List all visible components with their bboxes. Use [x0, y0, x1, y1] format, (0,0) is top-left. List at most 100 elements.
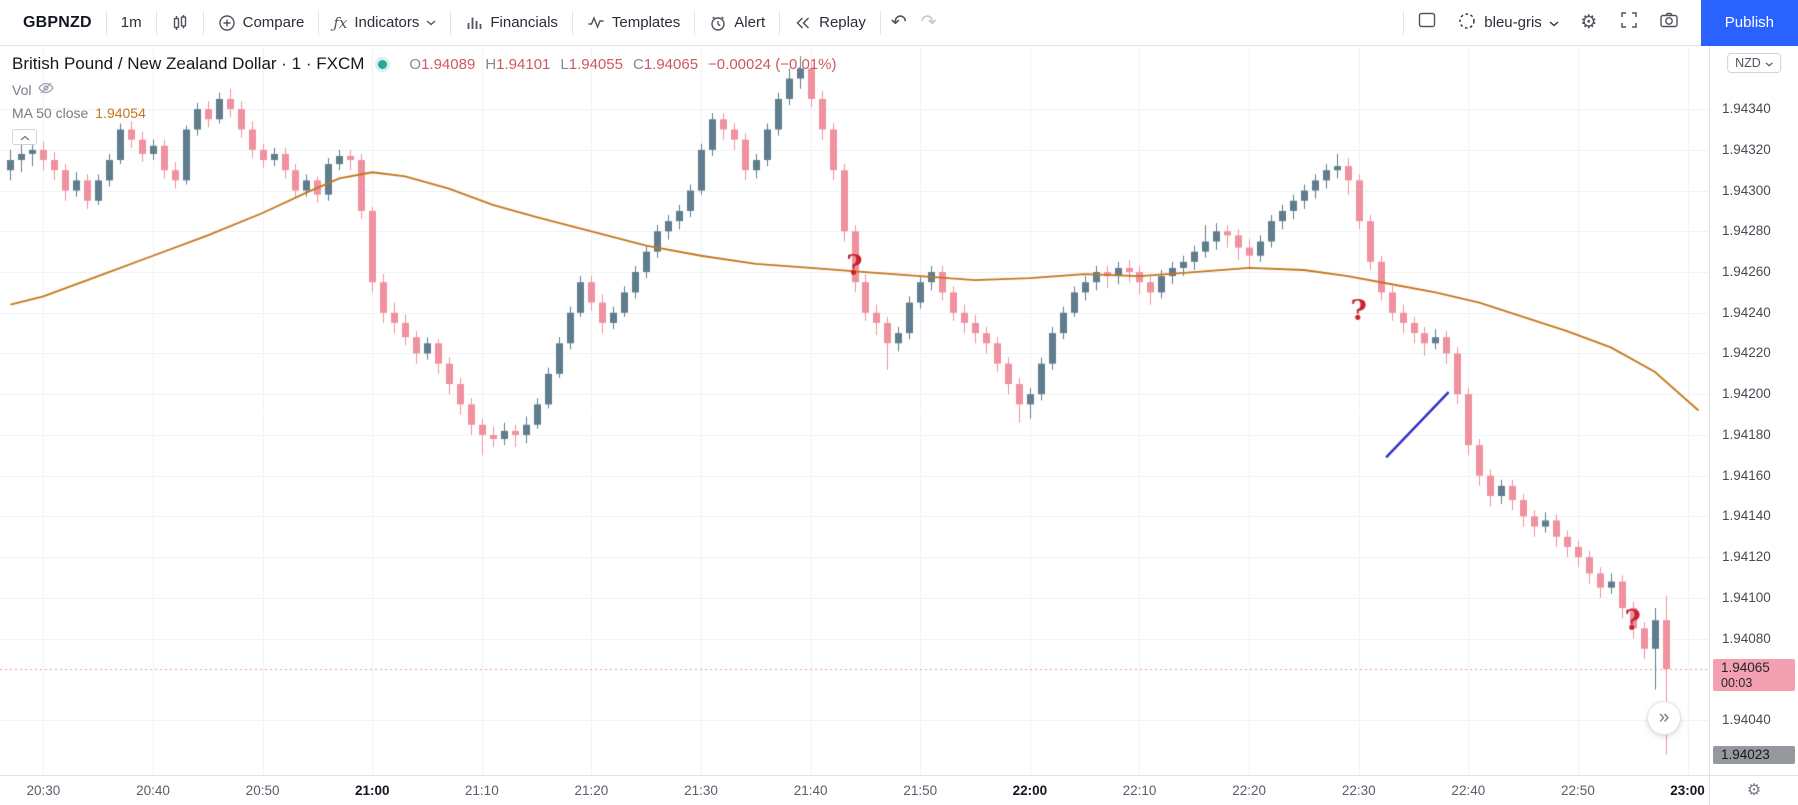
- toolbar-separator: [879, 10, 881, 35]
- time-tick: 21:40: [793, 783, 828, 798]
- fullscreen-icon: [1619, 10, 1639, 35]
- volume-label: Vol: [12, 81, 32, 98]
- price-tick: 1.94300: [1722, 182, 1771, 198]
- price-tick: 1.94240: [1722, 304, 1771, 320]
- alert-label: Alert: [734, 14, 766, 31]
- time-tick: 21:30: [684, 783, 718, 798]
- toolbar-separator: [450, 10, 452, 35]
- time-tick: 21:00: [354, 783, 390, 798]
- alarm-clock-icon: [709, 14, 727, 32]
- replay-rewind-icon: [794, 14, 812, 32]
- time-tick: 22:00: [1012, 783, 1048, 798]
- price-tick: 1.94120: [1722, 549, 1771, 565]
- publish-button[interactable]: Publish: [1700, 0, 1798, 46]
- layout-square-icon: [1417, 10, 1437, 35]
- symbol-button[interactable]: GBPNZD: [12, 6, 103, 40]
- financials-label: Financials: [490, 14, 558, 31]
- settings-button[interactable]: ⚙: [1569, 6, 1609, 40]
- bar-countdown: 00:03: [1721, 676, 1753, 691]
- chart-style-button[interactable]: [160, 6, 200, 40]
- pulse-icon: [587, 14, 605, 32]
- price-tick: 1.94160: [1722, 467, 1771, 483]
- replay-button[interactable]: Replay: [783, 6, 877, 40]
- current-price-value: 1.94065: [1721, 660, 1770, 676]
- axis-settings-corner[interactable]: ⚙: [1710, 775, 1798, 805]
- replay-label: Replay: [819, 14, 866, 31]
- chart-title: British Pound / New Zealand Dollar · 1 ·…: [12, 54, 365, 73]
- toolbar-separator: [779, 10, 781, 35]
- fullscreen-button[interactable]: [1609, 6, 1649, 40]
- compare-label: Compare: [242, 14, 305, 31]
- top-toolbar: GBPNZD 1m Compare ƒx: [0, 0, 1798, 46]
- alert-button[interactable]: Alert: [698, 6, 776, 40]
- time-tick: 20:50: [245, 783, 280, 798]
- price-tick: 1.94200: [1722, 386, 1771, 402]
- change-value: −0.00024 (−0.01%): [708, 55, 837, 73]
- gear-icon: ⚙: [1746, 781, 1762, 799]
- compare-button[interactable]: Compare: [207, 6, 316, 40]
- double-chevron-right-icon: »: [1658, 707, 1670, 728]
- ma-legend-row[interactable]: MA 50 close 1.94054: [12, 105, 836, 121]
- currency-label: NZD: [1735, 56, 1761, 70]
- time-tick: 22:40: [1451, 783, 1486, 798]
- time-tick: 20:40: [136, 783, 170, 798]
- price-tick: 1.94220: [1722, 345, 1771, 361]
- chart-legend: British Pound / New Zealand Dollar · 1 ·…: [12, 54, 836, 145]
- undo-button[interactable]: ↶: [890, 12, 907, 33]
- toolbar-right-group: bleu-gris ⚙: [1400, 0, 1798, 46]
- cloud-theme-icon: [1457, 11, 1477, 35]
- scroll-to-realtime-button[interactable]: »: [1647, 701, 1681, 735]
- toolbar-separator: [571, 10, 573, 35]
- toolbar-separator: [1403, 10, 1405, 35]
- indicators-button[interactable]: ƒx Indicators: [322, 6, 447, 40]
- price-tick: 1.94340: [1722, 101, 1771, 117]
- ma-label: MA 50 close: [12, 105, 89, 121]
- toolbar-separator: [155, 10, 157, 35]
- interval-label: 1m: [120, 14, 142, 31]
- eye-slash-icon[interactable]: [38, 80, 55, 99]
- legend-collapse-button[interactable]: [12, 129, 37, 145]
- currency-selector[interactable]: NZD: [1727, 53, 1781, 73]
- compare-plus-icon: [218, 14, 236, 32]
- ma-value: 1.94054: [95, 105, 146, 121]
- time-tick: 21:10: [464, 783, 499, 798]
- low-price-badge: 1.94023: [1713, 745, 1795, 764]
- interval-button[interactable]: 1m: [110, 6, 153, 40]
- volume-legend-row[interactable]: Vol: [12, 80, 836, 99]
- candlestick-icon: [171, 14, 189, 32]
- financials-button[interactable]: Financials: [454, 6, 569, 40]
- price-tick: 1.94100: [1722, 589, 1771, 605]
- toolbar-separator: [202, 10, 204, 35]
- close-value: 1.94065: [643, 55, 699, 73]
- price-tick: 1.94080: [1722, 630, 1771, 646]
- price-tick: 1.94260: [1722, 264, 1771, 280]
- templates-label: Templates: [611, 14, 681, 31]
- time-tick: 23:00: [1670, 783, 1705, 798]
- price-axis[interactable]: NZD 1.94340 1.94320 1.94300 1.94280 1.94260 1…: [1709, 46, 1798, 805]
- price-tick: 1.94140: [1722, 508, 1771, 524]
- high-value: 1.94101: [496, 55, 551, 73]
- time-tick: 20:30: [26, 783, 61, 798]
- fx-indicators-icon: ƒx: [333, 13, 348, 32]
- price-tick: 1.94040: [1722, 712, 1771, 728]
- chevron-down-icon: [1765, 56, 1773, 70]
- templates-button[interactable]: Templates: [576, 6, 691, 40]
- market-status-dot: [378, 59, 388, 69]
- legend-title-row[interactable]: British Pound / New Zealand Dollar · 1 ·…: [12, 54, 836, 74]
- toolbar-separator: [694, 10, 696, 35]
- current-price-badge: 1.94065 00:03: [1713, 659, 1795, 692]
- main-area: British Pound / New Zealand Dollar · 1 ·…: [0, 46, 1798, 805]
- screenshot-button[interactable]: [1649, 6, 1689, 40]
- layout-button[interactable]: [1407, 6, 1447, 40]
- time-tick: 22:10: [1122, 783, 1157, 798]
- theme-selector[interactable]: bleu-gris: [1447, 6, 1569, 40]
- price-tick: 1.94280: [1722, 223, 1771, 239]
- chart-canvas[interactable]: [0, 46, 1709, 775]
- gear-icon: ⚙: [1580, 12, 1598, 33]
- chart-plot-area: British Pound / New Zealand Dollar · 1 ·…: [0, 46, 1709, 775]
- indicators-label: Indicators: [354, 14, 420, 31]
- time-axis[interactable]: 20:30 20:40 20:50 21:00 21:10 21:20 21:30 21:40…: [0, 775, 1709, 805]
- chevron-up-icon: [20, 128, 30, 146]
- redo-button[interactable]: ↷: [920, 12, 937, 33]
